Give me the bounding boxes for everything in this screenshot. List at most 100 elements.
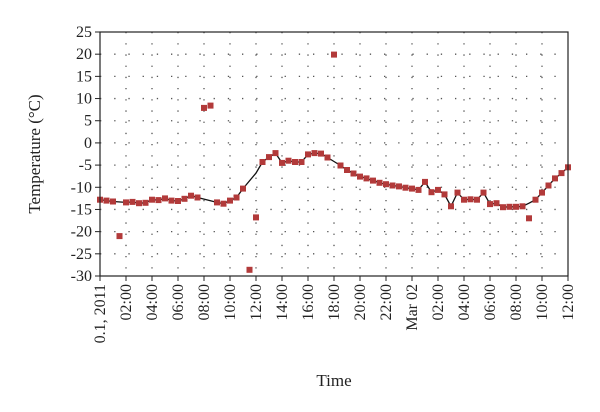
x-tick-label: Mar 02 [404, 284, 421, 331]
data-point [110, 198, 116, 205]
data-point [350, 170, 357, 177]
data-point [331, 51, 337, 58]
data-point [396, 183, 402, 190]
data-point [155, 197, 162, 204]
data-point [441, 191, 448, 198]
data-point [389, 182, 396, 189]
data-point [214, 199, 220, 206]
data-point [207, 102, 214, 109]
data-point [357, 173, 363, 180]
y-tick-label: 25 [76, 24, 92, 41]
x-tick-label: 22:00 [378, 284, 395, 320]
x-axis-ticks: 0.1, 2011 02:00 04:00 06:00 08:00 10:00 12:00 1… [92, 276, 577, 343]
data-point [402, 184, 409, 191]
data-point [292, 159, 298, 165]
data-point [415, 186, 422, 193]
data-point [116, 233, 123, 240]
x-tick-label: 02:00 [430, 284, 447, 320]
data-point [552, 175, 558, 182]
data-point [162, 195, 168, 202]
data-point [409, 185, 415, 192]
data-point [506, 203, 513, 210]
y-tick-label: 15 [76, 68, 92, 85]
series-layer [97, 51, 571, 273]
x-tick-label: 06:00 [482, 284, 499, 320]
data-point [136, 200, 142, 207]
data-point [318, 150, 324, 157]
x-tick-label: 16:00 [300, 284, 317, 320]
x-tick-label: 0.1, 2011 [92, 284, 109, 343]
data-point [279, 159, 285, 166]
data-point [493, 200, 500, 207]
y-axis-title: Temperature (°C) [25, 94, 44, 213]
x-axis-title: Time [316, 371, 351, 390]
y-tick-label: -5 [79, 157, 92, 174]
data-point [513, 203, 519, 210]
data-point [448, 203, 454, 210]
data-point [246, 266, 253, 273]
y-tick-label: 20 [76, 46, 92, 63]
data-point [240, 185, 246, 192]
data-point [383, 181, 389, 188]
data-point [266, 154, 272, 161]
data-point [454, 189, 461, 196]
data-point [487, 201, 493, 208]
data-point [539, 189, 545, 196]
data-point [500, 204, 506, 211]
data-point [142, 199, 149, 206]
y-axis-ticks: 25 20 15 10 5 0 -5 -10 -15 -20 -25 -30 [71, 24, 100, 285]
data-point [103, 197, 110, 204]
x-tick-label: 18:00 [326, 284, 343, 320]
data-point [253, 214, 259, 221]
data-point [168, 197, 175, 204]
data-point [305, 151, 311, 158]
x-tick-label: 08:00 [508, 284, 525, 320]
data-point [259, 159, 266, 165]
data-point [526, 215, 532, 222]
x-tick-label: 12:00 [560, 284, 577, 320]
x-tick-label: 08:00 [196, 284, 213, 320]
data-point [175, 198, 181, 204]
data-point [435, 186, 441, 193]
x-tick-label: 06:00 [170, 284, 187, 320]
x-tick-label: 04:00 [144, 284, 161, 320]
y-tick-label: -30 [71, 268, 92, 285]
x-tick-label: 02:00 [118, 284, 135, 320]
data-point [194, 194, 201, 201]
data-point [324, 154, 331, 161]
data-point [428, 189, 435, 196]
data-point [149, 196, 155, 203]
data-point [285, 157, 292, 164]
data-point [461, 196, 467, 203]
x-tick-label: 10:00 [222, 284, 239, 320]
x-tick-label: 14:00 [274, 284, 291, 320]
data-point [370, 177, 376, 184]
data-point [344, 167, 350, 173]
data-point [422, 178, 428, 185]
data-point [467, 196, 474, 203]
data-point [188, 192, 194, 199]
y-tick-label: 5 [84, 113, 92, 130]
y-tick-label: -15 [71, 201, 92, 218]
x-tick-label: 20:00 [352, 284, 369, 320]
y-tick-label: -10 [71, 179, 92, 196]
data-point [129, 198, 136, 205]
data-point [519, 203, 526, 210]
y-tick-label: -20 [71, 224, 92, 241]
data-point [558, 170, 565, 177]
data-point [272, 150, 279, 157]
data-point [220, 200, 227, 207]
data-point [311, 150, 318, 157]
y-tick-label: -25 [71, 246, 92, 263]
x-tick-label: 10:00 [534, 284, 551, 320]
data-point [545, 182, 552, 189]
data-point [363, 175, 370, 182]
data-point [376, 179, 383, 186]
data-point [532, 196, 539, 203]
grid-lines [100, 32, 568, 276]
x-tick-label: 12:00 [248, 284, 265, 320]
data-point [298, 159, 305, 165]
data-point [181, 195, 188, 202]
data-point [337, 162, 344, 169]
